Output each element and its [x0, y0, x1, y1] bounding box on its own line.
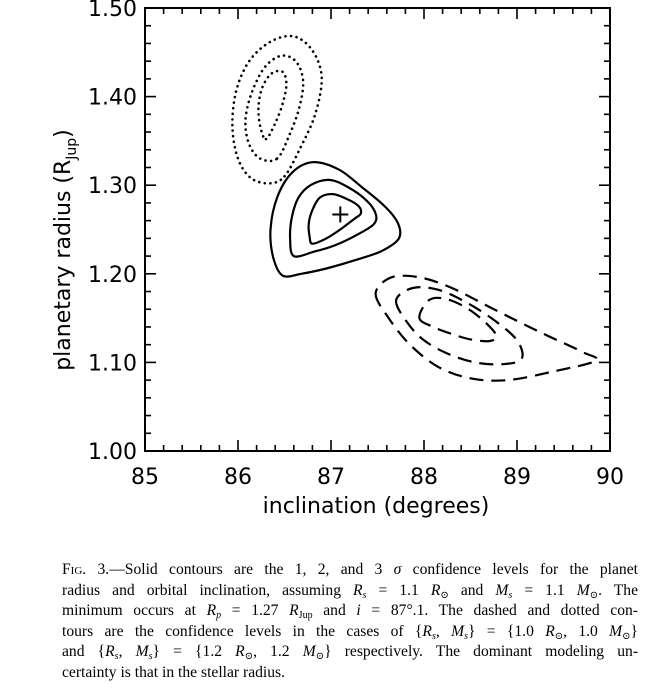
- plot-axes: 85 86 87 88 89 90 1.00 1.10 1.20 1.30 1.40 1.50: [88, 0, 624, 490]
- y-tick-label: 1.20: [88, 263, 137, 288]
- y-axis-label-sub: Jup: [64, 138, 80, 161]
- minimum-marker: [332, 206, 349, 223]
- caption-text: i: [356, 602, 361, 619]
- caption-line: certainty is that in the stellar radius.: [62, 663, 638, 684]
- caption-text: ,: [118, 643, 136, 660]
- dotted-contour-3-sigma: [231, 34, 324, 185]
- dashed-contour-2-sigma: [394, 286, 524, 366]
- caption-line: Fig. 3.—Solid contours are the 1, 2, and…: [62, 560, 638, 581]
- caption-text: minimum occurs at: [62, 602, 207, 619]
- caption-text: = 1.1: [512, 581, 577, 599]
- caption-text: M: [495, 581, 509, 599]
- y-tick-label: 1.30: [88, 174, 137, 199]
- contour-plot: 85 86 87 88 89 90 1.00 1.10 1.20 1.30 1.40 1.50 inc…: [51, 0, 624, 519]
- caption-text: } = {1.2: [152, 643, 236, 660]
- caption-text: tours are the confidence levels in the c…: [62, 622, 423, 640]
- caption-line: and {Rs, Ms} = {1.2 R⊙, 1.2 M⊙} respecti…: [62, 642, 638, 663]
- y-tick-label: 1.50: [88, 0, 137, 22]
- caption-text: R: [422, 622, 432, 640]
- x-tick-label: 89: [503, 465, 531, 490]
- y-tick-label: 1.00: [88, 440, 137, 465]
- caption-text: M: [135, 643, 149, 660]
- caption-text: R: [545, 622, 555, 640]
- caption-text: confidence levels for the planet: [401, 561, 638, 578]
- caption-text: ⊙: [440, 589, 449, 601]
- x-tick-label: 86: [224, 465, 252, 490]
- figure-caption: Fig. 3.—Solid contours are the 1, 2, and…: [62, 560, 638, 683]
- dashed-contour-1-sigma: [418, 296, 498, 343]
- caption-text: and: [312, 602, 357, 619]
- caption-text: } = {1.0: [467, 622, 546, 640]
- caption-text: R: [206, 602, 217, 619]
- caption-text: s: [431, 630, 436, 642]
- x-tick-label: 88: [410, 465, 438, 490]
- caption-line: minimum occurs at Rp = 1.27 RJup and i =…: [62, 601, 638, 622]
- y-axis-label-close: ): [51, 129, 76, 138]
- caption-text: R: [353, 581, 363, 599]
- contour-lines: [231, 34, 599, 382]
- caption-text: s: [114, 651, 119, 662]
- caption-text: ⊙: [622, 630, 631, 642]
- caption-text: p: [216, 610, 222, 621]
- dotted-contour-1-sigma: [257, 69, 288, 141]
- caption-text: = 1.27: [221, 602, 290, 619]
- x-tick-label: 87: [317, 465, 345, 490]
- caption-text: s: [362, 589, 367, 601]
- axis-labels: inclination (degrees) planetary radius (…: [51, 129, 489, 519]
- caption-text: M: [302, 643, 316, 660]
- x-axis-label: inclination (degrees): [263, 494, 490, 519]
- caption-text: σ: [393, 561, 402, 578]
- caption-text: = 87°.1. The dashed and dotted con-: [360, 602, 638, 619]
- caption-text: , 1.2: [253, 643, 303, 660]
- caption-text: radius and orbital inclination, assuming: [62, 581, 354, 599]
- x-tick-label: 90: [596, 465, 624, 490]
- plot-frame: [144, 7, 611, 452]
- caption-text: and {: [62, 643, 106, 660]
- caption-line: tours are the confidence levels in the c…: [62, 622, 638, 643]
- solid-contour-3-sigma: [269, 161, 402, 278]
- figure-label: Fig. 3.: [62, 561, 110, 578]
- caption-text: R: [430, 581, 441, 599]
- caption-text: s: [508, 589, 513, 601]
- caption-text: certainty is that in the stellar radius.: [62, 663, 286, 681]
- dashed-contour-3-sigma: [374, 274, 599, 382]
- y-tick-label: 1.10: [88, 351, 137, 376]
- caption-text: ⊙: [554, 630, 564, 642]
- y-axis-label: planetary radius (RJup): [51, 129, 80, 371]
- caption-text: } respectively. The dominant modeling un…: [324, 643, 639, 660]
- caption-text: . The: [598, 581, 638, 599]
- solid-contour-1-sigma: [307, 192, 363, 245]
- y-axis-label-main: planetary radius (R: [51, 160, 76, 371]
- caption-line: radius and orbital inclination, assuming…: [62, 581, 638, 602]
- caption-text: ⊙: [315, 651, 325, 662]
- caption-text: M: [576, 581, 590, 599]
- caption-text: R: [289, 602, 299, 619]
- x-tick-label: 85: [131, 465, 159, 490]
- caption-text: R: [105, 643, 115, 660]
- y-tick-label: 1.40: [88, 86, 137, 111]
- caption-text: s: [464, 630, 468, 642]
- caption-text: ,: [435, 622, 452, 640]
- caption-text: ⊙: [244, 651, 254, 662]
- caption-text: s: [148, 651, 153, 662]
- caption-text: —Solid contours are the 1, 2, and 3: [109, 561, 394, 578]
- caption-text: ⊙: [589, 589, 599, 601]
- caption-text: M: [609, 622, 623, 640]
- caption-text: = 1.1: [366, 581, 431, 599]
- caption-text: R: [235, 643, 245, 660]
- dotted-contour-2-sigma: [244, 54, 305, 163]
- caption-text: , 1.0: [563, 622, 610, 640]
- caption-text: and: [448, 581, 496, 599]
- caption-text: M: [451, 622, 465, 640]
- solid-contour-2-sigma: [288, 178, 378, 258]
- caption-text: Jup: [298, 610, 313, 621]
- caption-text: }: [630, 622, 639, 640]
